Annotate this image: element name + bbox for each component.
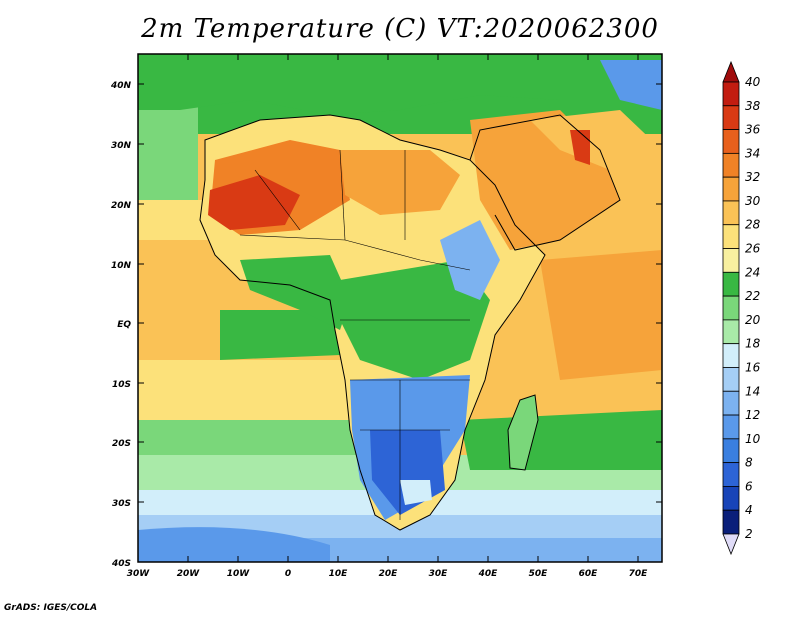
colorbar-label: 16 <box>745 360 761 374</box>
ethiopian-highlands <box>440 220 500 300</box>
lon-label-60e: 60E <box>579 569 599 579</box>
colorbar-top-triangle <box>722 60 740 83</box>
south-atlantic-band-1 <box>138 360 368 430</box>
madagascar-land <box>508 395 538 470</box>
border-1 <box>254 169 301 231</box>
lat-label-eq: EQ <box>117 320 131 330</box>
colorbar-label: 32 <box>745 170 760 184</box>
colorbar-label: 36 <box>745 123 761 137</box>
west-africa-green <box>240 255 350 330</box>
southern-ocean-field <box>138 527 330 562</box>
colorbar-box <box>722 271 740 297</box>
lat-label-30n: 30N <box>111 141 132 151</box>
colorbar-label: 2 <box>745 527 753 541</box>
indian-ocean-hot <box>540 250 662 380</box>
colorbar-label: 24 <box>745 265 760 279</box>
colorbar-label: 30 <box>745 194 761 208</box>
colorbar-label: 6 <box>745 479 753 493</box>
colorbar-label: 38 <box>745 99 761 113</box>
lat-label-20s: 20S <box>112 439 131 449</box>
europe-land <box>138 54 662 115</box>
colorbar-label: 34 <box>745 146 760 160</box>
arabia-coastline <box>469 114 621 251</box>
sahara-east-warm <box>340 150 460 215</box>
colorbar-box <box>722 414 740 440</box>
colorbar-label: 22 <box>745 289 760 303</box>
colorbar-box <box>722 176 740 202</box>
colorbar-box <box>722 152 740 178</box>
lon-label-10e: 10E <box>329 569 349 579</box>
colorbar-box <box>722 248 740 273</box>
plot-frame <box>137 53 663 563</box>
lat-label-10n: 10N <box>111 261 132 271</box>
colorbar-box <box>722 509 740 535</box>
gulf-hotspot <box>570 130 590 165</box>
south-atlantic-band-2 <box>138 420 368 460</box>
colorbar: 40 38 36 34 32 30 28 26 24 22 20 18 16 14 12 10 8 6 4 2 <box>722 60 761 556</box>
colorbar-label: 18 <box>745 337 761 351</box>
colorbar-box <box>722 105 740 130</box>
iran-land <box>530 110 662 200</box>
colorbar-box <box>722 295 740 321</box>
lesotho-coldest <box>400 480 432 505</box>
colorbar-label: 12 <box>745 408 760 422</box>
map-title: 2m Temperature (C) VT:2020062300 <box>141 14 659 44</box>
grads-credit: GrADS: IGES/COLA <box>4 603 98 613</box>
colorbar-label: 4 <box>745 503 753 517</box>
colorbar-box <box>722 129 740 154</box>
lon-label-40e: 40E <box>478 569 499 579</box>
colorbar-box <box>722 438 740 464</box>
lon-label-50e: 50E <box>529 569 549 579</box>
colorbar-box <box>722 367 740 392</box>
colorbar-box <box>722 390 740 416</box>
colorbar-box <box>722 81 740 107</box>
colorbar-label: 20 <box>745 313 761 327</box>
lat-label-40s: 40S <box>111 559 131 569</box>
country-borders <box>239 149 471 520</box>
africa-coastline <box>199 114 546 531</box>
cold-tongue-field <box>220 310 340 360</box>
lon-axis: 30W 20W 10W 0 10E 20E 30E 40E 50E 60E 70… <box>127 54 648 579</box>
madagascar-coastline <box>507 394 539 471</box>
lat-label-40n: 40N <box>110 81 132 91</box>
colorbar-label: 26 <box>745 242 761 256</box>
colorbar-box <box>722 224 740 249</box>
lon-label-0: 0 <box>285 569 291 579</box>
colorbar-label: 14 <box>745 384 760 398</box>
colorbar-box <box>722 343 740 368</box>
temperature-field <box>138 54 662 562</box>
colorbar-label: 40 <box>745 75 761 89</box>
caucasus-cool <box>600 60 662 110</box>
lat-label-20n: 20N <box>111 201 132 211</box>
border-2 <box>339 149 346 241</box>
colorbar-box <box>722 486 740 511</box>
colorbar-label: 10 <box>745 432 761 446</box>
colorbar-bottom-triangle <box>722 533 740 556</box>
colorbar-box <box>722 462 740 487</box>
lon-label-30w: 30W <box>127 569 151 579</box>
colorbar-box <box>722 200 740 226</box>
sahara-west-hottest <box>208 175 300 230</box>
lon-label-70e: 70E <box>629 569 649 579</box>
lat-label-30s: 30S <box>112 499 131 509</box>
lon-label-10w: 10W <box>227 569 251 579</box>
coastlines <box>199 114 621 531</box>
lon-label-20w: 20W <box>177 569 201 579</box>
colorbar-label: 28 <box>745 218 761 232</box>
lat-axis: 40N 30N 20N 10N EQ 10S 20S 30S 40S <box>110 81 662 569</box>
border-4 <box>239 234 471 271</box>
lon-label-20e: 20E <box>379 569 399 579</box>
indian-ocean-south <box>460 410 662 470</box>
lat-label-10s: 10S <box>112 380 131 390</box>
colorbar-box <box>722 319 740 345</box>
lon-label-30e: 30E <box>429 569 449 579</box>
colorbar-label: 8 <box>745 456 753 470</box>
